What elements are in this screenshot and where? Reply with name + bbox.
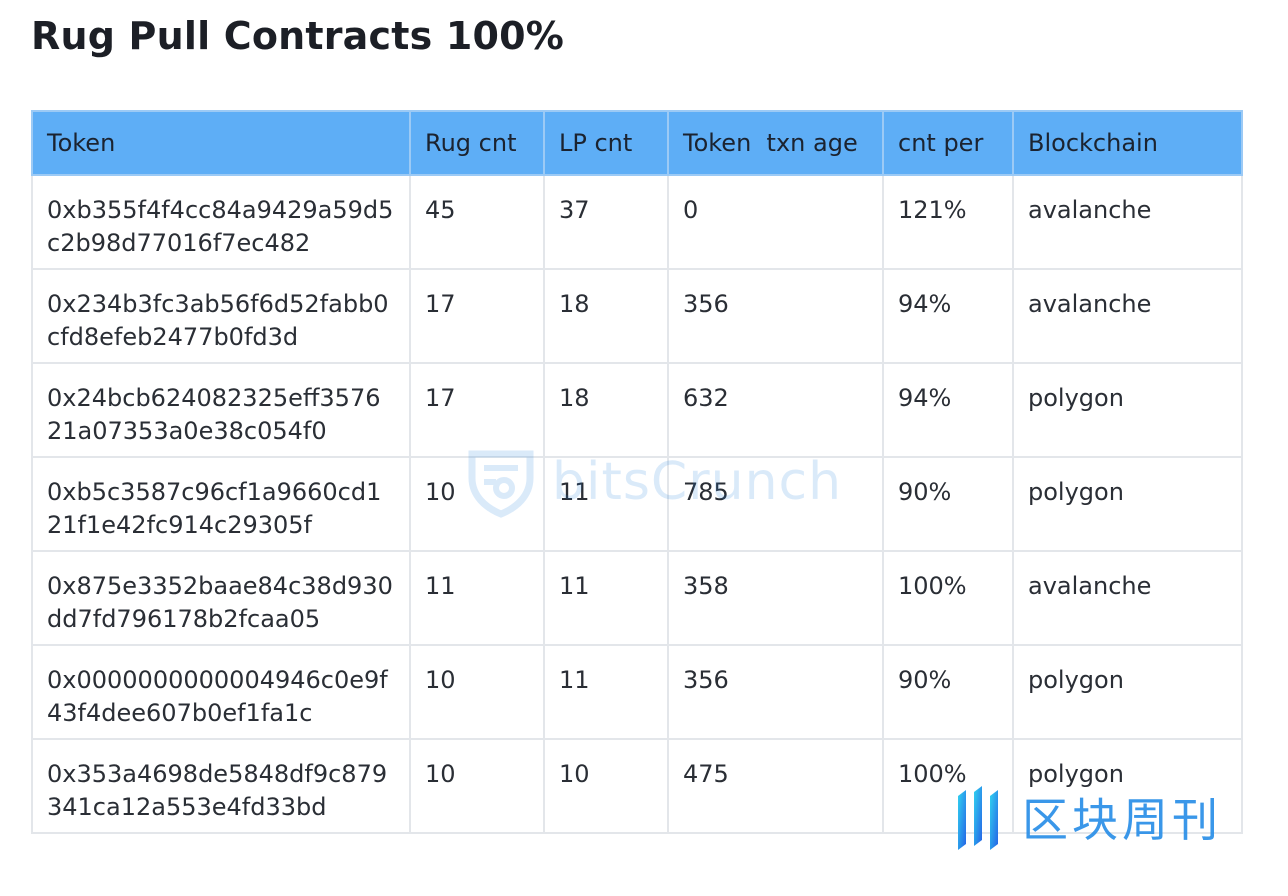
cell-blockchain: avalanche [1012,550,1243,646]
cell-cnt-per: 100% [882,550,1014,646]
table-header: Token Rug cnt LP cnt Token txn age cnt p… [31,110,1243,176]
cell-txn-age: 356 [667,268,884,364]
cell-rug-cnt: 45 [409,174,545,270]
cell-lp-cnt: 11 [543,644,669,740]
cell-blockchain: avalanche [1012,174,1243,270]
cell-lp-cnt: 11 [543,456,669,552]
header-token-txn-age: Token txn age [667,110,884,176]
cell-txn-age: 632 [667,362,884,458]
cell-rug-cnt: 10 [409,738,545,834]
cell-txn-age: 475 [667,738,884,834]
cell-token: 0xb5c3587c96cf1a9660cd121f1e42fc914c2930… [31,456,411,552]
cell-lp-cnt: 18 [543,268,669,364]
table-body: 0xb355f4f4cc84a9429a59d5c2b98d77016f7ec4… [31,174,1243,834]
cell-rug-cnt: 11 [409,550,545,646]
cell-blockchain: polygon [1012,362,1243,458]
table-row: 0x24bcb624082325eff357621a07353a0e38c054… [31,362,1243,458]
cell-blockchain: polygon [1012,738,1243,834]
cell-cnt-per: 90% [882,644,1014,740]
cell-lp-cnt: 11 [543,550,669,646]
header-row: Token Rug cnt LP cnt Token txn age cnt p… [31,110,1243,176]
header-cnt-per: cnt per [882,110,1014,176]
table-row: 0x353a4698de5848df9c879341ca12a553e4fd33… [31,738,1243,834]
cell-blockchain: avalanche [1012,268,1243,364]
header-blockchain: Blockchain [1012,110,1243,176]
table-row: 0x0000000000004946c0e9f43f4dee607b0ef1fa… [31,644,1243,740]
rug-pull-table-container: Token Rug cnt LP cnt Token txn age cnt p… [31,110,1243,834]
cell-cnt-per: 90% [882,456,1014,552]
cell-lp-cnt: 37 [543,174,669,270]
cell-token: 0x875e3352baae84c38d930dd7fd796178b2fcaa… [31,550,411,646]
cell-blockchain: polygon [1012,456,1243,552]
cell-token: 0x234b3fc3ab56f6d52fabb0cfd8efeb2477b0fd… [31,268,411,364]
cell-txn-age: 785 [667,456,884,552]
cell-cnt-per: 94% [882,362,1014,458]
cell-cnt-per: 100% [882,738,1014,834]
cell-token: 0x0000000000004946c0e9f43f4dee607b0ef1fa… [31,644,411,740]
cell-lp-cnt: 18 [543,362,669,458]
header-token: Token [31,110,411,176]
cell-txn-age: 358 [667,550,884,646]
cell-lp-cnt: 10 [543,738,669,834]
cell-token: 0x24bcb624082325eff357621a07353a0e38c054… [31,362,411,458]
table-row: 0xb5c3587c96cf1a9660cd121f1e42fc914c2930… [31,456,1243,552]
cell-rug-cnt: 10 [409,644,545,740]
cell-token: 0x353a4698de5848df9c879341ca12a553e4fd33… [31,738,411,834]
page-title: Rug Pull Contracts 100% [31,14,565,58]
cell-cnt-per: 94% [882,268,1014,364]
cell-token: 0xb355f4f4cc84a9429a59d5c2b98d77016f7ec4… [31,174,411,270]
rug-pull-table: Token Rug cnt LP cnt Token txn age cnt p… [31,110,1243,834]
cell-rug-cnt: 10 [409,456,545,552]
cell-txn-age: 356 [667,644,884,740]
cell-rug-cnt: 17 [409,362,545,458]
header-rug-cnt: Rug cnt [409,110,545,176]
table-row: 0x875e3352baae84c38d930dd7fd796178b2fcaa… [31,550,1243,646]
cell-cnt-per: 121% [882,174,1014,270]
cell-blockchain: polygon [1012,644,1243,740]
table-row: 0x234b3fc3ab56f6d52fabb0cfd8efeb2477b0fd… [31,268,1243,364]
cell-rug-cnt: 17 [409,268,545,364]
cell-txn-age: 0 [667,174,884,270]
table-row: 0xb355f4f4cc84a9429a59d5c2b98d77016f7ec4… [31,174,1243,270]
header-lp-cnt: LP cnt [543,110,669,176]
